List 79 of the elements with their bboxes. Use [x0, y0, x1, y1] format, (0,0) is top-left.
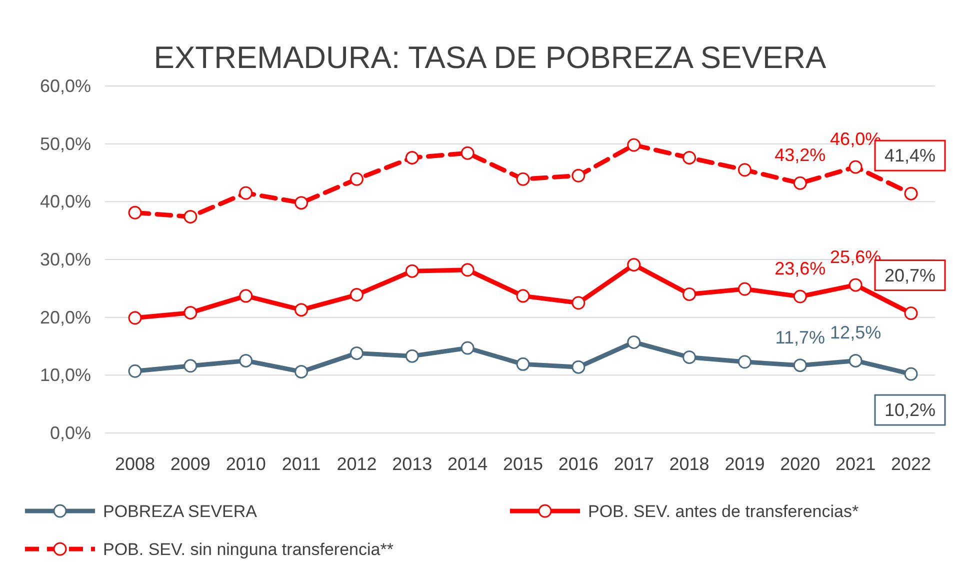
x-tick-label: 2014: [448, 454, 488, 474]
point: [239, 289, 253, 303]
x-tick-label: 2019: [724, 454, 765, 474]
point: [793, 176, 807, 190]
x-tick-label: 2017: [614, 454, 654, 474]
point: [738, 163, 752, 177]
point: [627, 258, 641, 272]
point: [239, 354, 253, 368]
point: [294, 364, 308, 378]
data-label: 11,7%: [775, 327, 825, 348]
x-tick-label: 2020: [780, 454, 820, 474]
point: [627, 335, 641, 349]
point: [904, 367, 918, 381]
data-label: 10,2%: [884, 400, 936, 420]
x-tick-label: 2021: [836, 454, 876, 474]
point: [405, 349, 419, 363]
point: [460, 263, 474, 277]
point: [184, 210, 198, 224]
data-label: 23,6%: [774, 258, 826, 279]
point: [848, 278, 862, 292]
y-tick-label: 20,0%: [40, 307, 91, 328]
point: [128, 364, 142, 378]
data-label: 43,2%: [774, 145, 826, 166]
y-tick-label: 60,0%: [40, 76, 91, 96]
point: [516, 357, 530, 371]
legend-label: POB. SEV. antes de transferencias*: [588, 502, 859, 521]
point: [350, 288, 364, 302]
point: [128, 311, 142, 325]
point: [738, 355, 752, 369]
point: [128, 206, 142, 220]
point: [184, 306, 198, 320]
point: [460, 341, 474, 355]
x-tick-label: 2015: [502, 454, 544, 474]
point: [682, 287, 696, 301]
point: [627, 138, 641, 152]
legend-label: POBREZA SEVERA: [103, 502, 258, 521]
data-label: 25,6%: [830, 246, 882, 267]
point: [405, 264, 419, 278]
point: [682, 350, 696, 364]
data-label: 20,7%: [884, 265, 936, 286]
point: [405, 150, 419, 164]
x-tick-label: 2013: [392, 454, 432, 474]
point: [848, 354, 862, 368]
x-tick-label: 2010: [226, 454, 266, 474]
chart-title: EXTREMADURA: TASA DE POBREZA SEVERA: [154, 40, 827, 75]
point: [738, 282, 752, 296]
x-tick-label: 2012: [336, 454, 377, 474]
point: [516, 172, 530, 186]
point: [239, 186, 253, 200]
point: [848, 160, 862, 174]
y-tick-label: 0,0%: [50, 423, 91, 443]
point: [572, 168, 586, 182]
data-label: 41,4%: [884, 146, 936, 166]
legend-label: POB. SEV. sin ninguna transferencia**: [103, 540, 394, 559]
y-tick-label: 30,0%: [40, 250, 91, 270]
x-tick-label: 2016: [558, 454, 598, 474]
data-label: 12,5%: [830, 322, 882, 343]
point: [793, 290, 807, 304]
y-tick-label: 50,0%: [40, 134, 91, 154]
x-tick-label: 2008: [114, 454, 156, 474]
point: [572, 296, 586, 310]
point: [350, 346, 364, 360]
x-tick-label: 2011: [282, 454, 321, 474]
point: [294, 196, 308, 210]
point: [572, 360, 586, 374]
point: [682, 150, 696, 164]
point: [294, 303, 308, 317]
x-tick-label: 2009: [170, 454, 210, 474]
point: [184, 359, 198, 373]
point: [516, 289, 530, 303]
point: [460, 146, 474, 160]
x-tick-label: 2022: [890, 454, 932, 474]
point: [793, 358, 807, 372]
y-tick-label: 10,0%: [40, 365, 91, 386]
point: [904, 186, 918, 200]
x-tick-label: 2018: [669, 454, 710, 474]
point: [904, 306, 918, 320]
point: [350, 172, 364, 186]
y-tick-label: 40,0%: [40, 192, 91, 212]
